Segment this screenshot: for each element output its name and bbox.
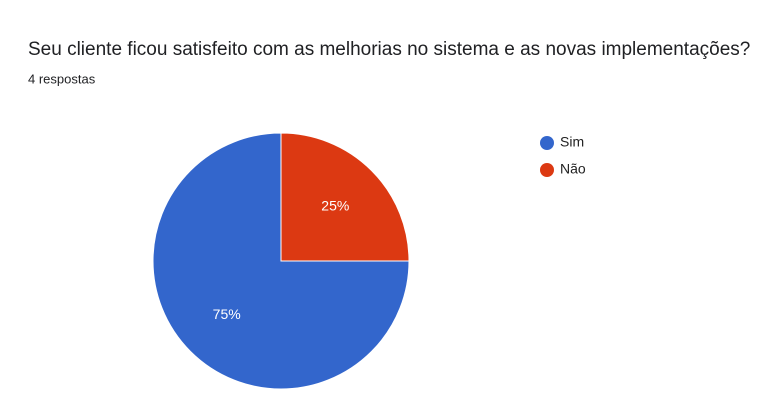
legend-label: Sim: [560, 134, 584, 150]
legend-marker: [540, 163, 554, 177]
pie-slice: [152, 132, 410, 390]
data-label: 25%: [321, 197, 349, 213]
chart-title: Seu cliente ficou satisfeito com as melh…: [28, 39, 750, 60]
legend-marker: [540, 136, 554, 150]
chart-subtitle: 4 respostas: [28, 71, 96, 86]
data-label: 75%: [213, 306, 241, 322]
legend-label: Não: [560, 161, 586, 177]
pie-slice: [280, 132, 410, 262]
